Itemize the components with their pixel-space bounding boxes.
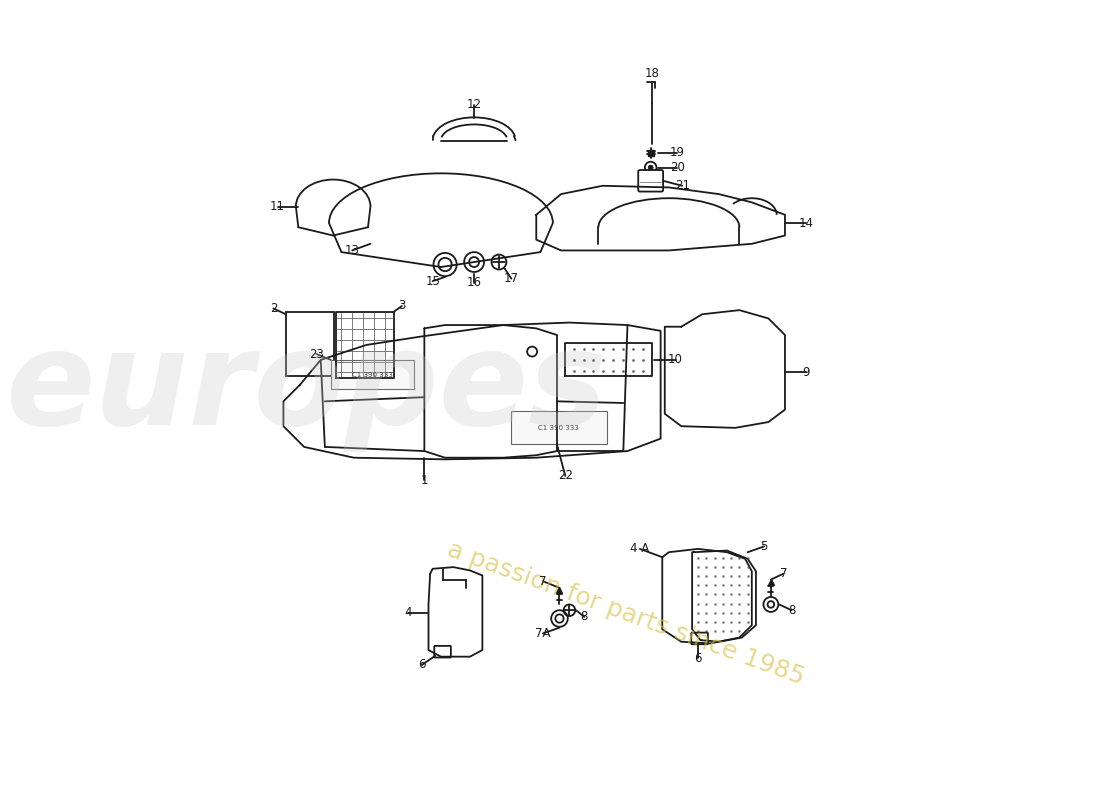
Text: a passion for parts since 1985: a passion for parts since 1985 bbox=[444, 538, 807, 690]
Text: 16: 16 bbox=[466, 276, 482, 290]
Text: 2: 2 bbox=[270, 302, 277, 315]
Text: 19: 19 bbox=[670, 146, 684, 159]
Text: 20: 20 bbox=[670, 161, 684, 174]
Text: 17: 17 bbox=[504, 272, 519, 285]
Text: 6: 6 bbox=[694, 652, 702, 665]
Text: 3: 3 bbox=[398, 299, 406, 313]
Text: 7: 7 bbox=[780, 567, 788, 580]
Text: C1 390 333: C1 390 333 bbox=[538, 425, 579, 431]
Text: europes: europes bbox=[6, 325, 607, 451]
Text: 12: 12 bbox=[466, 98, 482, 111]
Bar bbox=[512, 411, 607, 445]
Text: 10: 10 bbox=[668, 354, 683, 366]
Text: 13: 13 bbox=[344, 244, 360, 257]
Text: 7: 7 bbox=[539, 574, 547, 588]
Text: 7A: 7A bbox=[535, 627, 551, 640]
Text: 9: 9 bbox=[802, 366, 810, 379]
Text: 8: 8 bbox=[788, 604, 795, 617]
Text: 1: 1 bbox=[420, 474, 428, 486]
Circle shape bbox=[648, 165, 653, 170]
Text: 22: 22 bbox=[558, 470, 573, 482]
Bar bbox=[331, 360, 414, 389]
Text: 5: 5 bbox=[760, 540, 768, 553]
FancyBboxPatch shape bbox=[434, 646, 451, 658]
FancyBboxPatch shape bbox=[638, 170, 663, 191]
Text: 15: 15 bbox=[426, 274, 440, 288]
Bar bbox=[286, 312, 334, 377]
Text: 4 A: 4 A bbox=[630, 542, 649, 555]
Text: 18: 18 bbox=[645, 67, 660, 80]
Text: 6: 6 bbox=[418, 658, 426, 671]
Text: C1 390 333: C1 390 333 bbox=[352, 372, 393, 378]
Text: 4: 4 bbox=[404, 606, 411, 619]
Text: 14: 14 bbox=[799, 217, 813, 230]
FancyBboxPatch shape bbox=[691, 633, 708, 644]
Text: 23: 23 bbox=[309, 347, 324, 361]
Text: 11: 11 bbox=[271, 200, 285, 213]
Text: 8: 8 bbox=[581, 610, 589, 623]
Text: 21: 21 bbox=[674, 179, 690, 192]
